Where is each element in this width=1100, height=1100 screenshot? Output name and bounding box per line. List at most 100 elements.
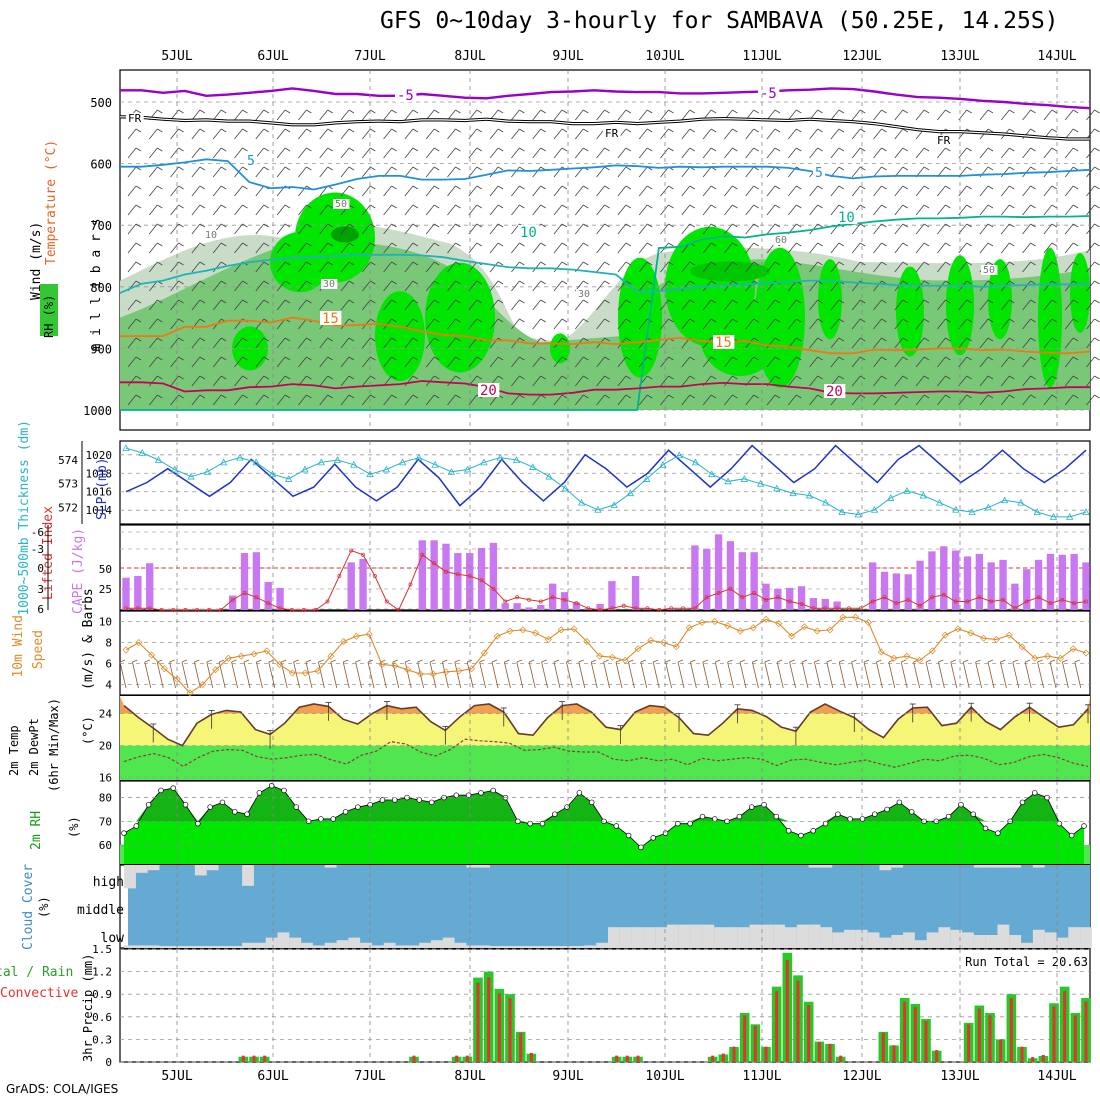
wind-barb — [148, 261, 158, 273]
wind-barb — [787, 185, 797, 197]
wind-barb — [447, 166, 456, 178]
cape-bar — [714, 534, 723, 610]
wind-barb — [298, 223, 307, 235]
wind-barb — [276, 280, 286, 292]
wind-barb-flag — [1072, 318, 1079, 323]
wind-barb — [234, 204, 243, 216]
wind-barb-flag — [1030, 223, 1036, 228]
rh-tick-label: 60 — [99, 839, 112, 852]
wind-barb-flag — [583, 299, 589, 304]
wind-barb — [553, 147, 563, 159]
li-marker — [432, 561, 437, 566]
wind-barb — [447, 299, 456, 311]
thickness-marker — [545, 472, 553, 480]
wind-barb-flag — [412, 128, 419, 133]
wind-barb-flag — [583, 261, 589, 266]
date-tick-bottom: 6JUL — [257, 1069, 288, 1084]
wind-barb-flag — [859, 394, 866, 399]
wind-barb — [532, 280, 542, 292]
wind-barb-flag — [753, 109, 759, 114]
wind-barb-flag — [540, 261, 546, 266]
cape-tick-label: 25 — [99, 583, 112, 596]
li-marker — [633, 606, 638, 611]
wind-barb-flag — [391, 318, 397, 323]
wind-barb — [298, 299, 307, 311]
wind-barb — [447, 242, 456, 254]
wind-barb — [489, 185, 499, 197]
wind-barb — [766, 223, 776, 235]
wind-barb-flag — [242, 356, 248, 361]
wind-barb — [532, 128, 542, 140]
wind-speed-marker — [864, 619, 872, 627]
wind-barb-flag — [1094, 356, 1100, 361]
cloud-high — [466, 865, 479, 868]
wind-barb-flag — [242, 223, 248, 228]
wind-barb-flag — [774, 375, 781, 380]
wind-barb-flag — [859, 109, 866, 114]
wind-barb-flag — [966, 185, 972, 190]
surface-barb-flag — [777, 659, 783, 663]
wind-barb-flag — [242, 109, 248, 114]
wind-barb-flag — [391, 299, 397, 304]
thickness-marker — [919, 491, 927, 499]
wind-barb — [191, 337, 201, 349]
cloud-low — [655, 927, 668, 948]
wind-speed-marker — [916, 656, 924, 664]
surface-barb-flag — [653, 659, 659, 663]
wind-barb-flag — [945, 318, 951, 323]
wind-barb-flag — [859, 337, 866, 342]
li-marker — [289, 608, 294, 612]
rh-marker — [219, 799, 226, 806]
wind-barb-flag — [838, 166, 845, 171]
wind-barb — [745, 128, 755, 140]
contour-label: 5 — [815, 166, 823, 181]
cloud-low — [419, 942, 431, 948]
wind-barb — [1000, 299, 1010, 311]
wind-barb — [511, 299, 520, 311]
wind-barb — [447, 318, 456, 330]
precip-conv-bar — [465, 1055, 469, 1062]
date-tick-top: 5JUL — [161, 49, 192, 64]
thickness-marker — [724, 477, 732, 485]
wind-barb — [255, 185, 265, 197]
surface-barb — [913, 661, 920, 689]
wind-barb — [212, 337, 222, 349]
wind-barb-flag — [455, 375, 461, 380]
wind-barb-flag — [220, 109, 227, 114]
wind-barb-flag — [838, 261, 845, 266]
thickness-marker — [887, 494, 895, 501]
wind-barb — [809, 318, 818, 330]
wind-barb — [127, 299, 137, 311]
wind-barb-flag — [966, 299, 972, 304]
cloud-low — [1021, 942, 1033, 948]
rh-blob — [988, 259, 1012, 340]
wind-barb — [276, 394, 286, 406]
wind-barb — [1022, 147, 1031, 159]
precip-axis-label: 3hr Precip (mm) — [81, 954, 95, 1062]
wind-barb — [212, 280, 222, 292]
wind-barb — [340, 299, 350, 311]
cloud-low — [265, 937, 278, 948]
rh-marker — [748, 804, 755, 810]
thickness-marker — [561, 484, 569, 492]
li-marker — [171, 608, 176, 612]
thickness-marker — [1017, 498, 1025, 506]
wind-barb — [1043, 280, 1053, 292]
wind-barb-flag — [689, 318, 696, 323]
surface-barb-flag — [665, 659, 671, 663]
wind-barb-flag — [987, 375, 994, 380]
wind-barb-flag — [902, 337, 909, 342]
wind-barb-flag — [348, 356, 355, 361]
wind-barb-flag — [1009, 299, 1015, 304]
wind-barb-flag — [242, 147, 248, 152]
wind-barb — [511, 394, 520, 406]
wind-barb-flag — [157, 394, 163, 399]
wind-barb-flag — [306, 337, 312, 342]
wind-barb-flag — [604, 147, 610, 152]
wind-barb — [383, 128, 392, 140]
wind-barb — [191, 166, 201, 178]
wind-barb-flag — [497, 109, 504, 114]
wind-barb — [319, 375, 329, 387]
wind-barb — [745, 223, 755, 235]
wind-barb — [873, 318, 882, 330]
